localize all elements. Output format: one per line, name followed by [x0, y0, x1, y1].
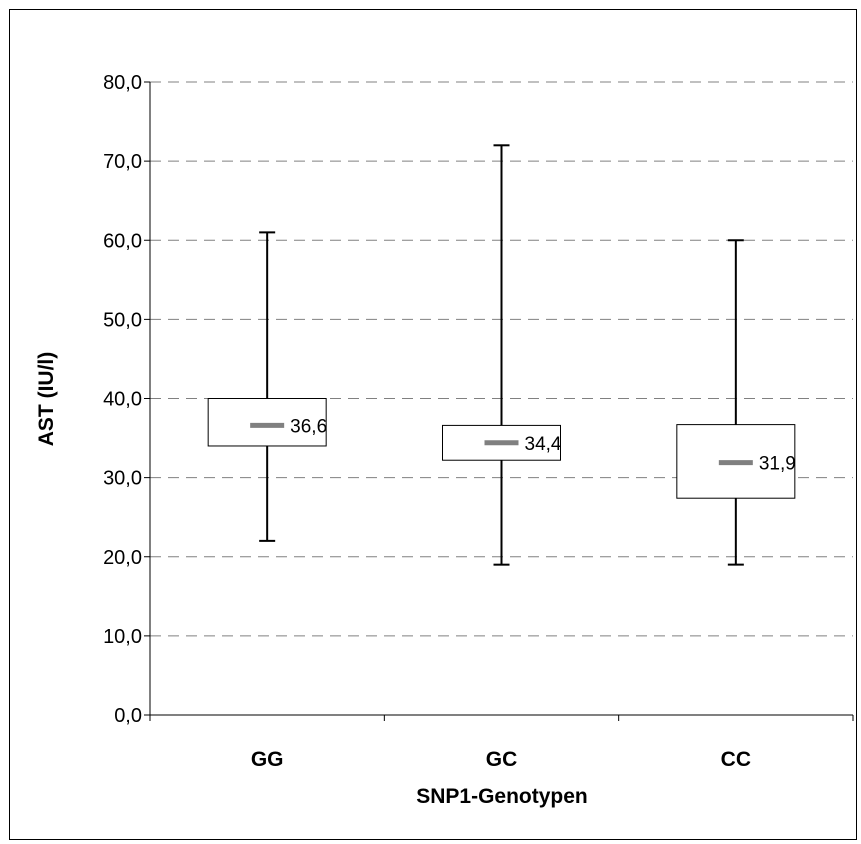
axes — [144, 81, 854, 721]
y-tick-label: 10,0 — [103, 626, 142, 648]
y-axis-title: AST (IU/l) — [35, 352, 58, 447]
iqr-box — [207, 398, 327, 447]
box-gg: 36,6 — [207, 231, 327, 542]
y-tick-label: 0,0 — [114, 705, 142, 727]
box-cc: 31,9 — [676, 239, 796, 566]
median-label: 31,9 — [759, 454, 796, 475]
box-gc: 34,4 — [442, 144, 562, 566]
chart-frame — [9, 9, 857, 840]
y-tick-label: 40,0 — [103, 389, 142, 411]
y-tick-label: 50,0 — [103, 309, 142, 331]
boxes: 36,6 34,4 31,9 — [207, 144, 796, 566]
x-category-label: CC — [721, 748, 751, 771]
x-category-label: GG — [251, 748, 284, 771]
y-tick-label: 70,0 — [103, 151, 142, 173]
y-tick-label: 60,0 — [103, 230, 142, 252]
y-tick-label: 80,0 — [103, 72, 142, 94]
median-label: 36,6 — [290, 416, 327, 437]
x-category-label: GC — [486, 748, 518, 771]
median-label: 34,4 — [525, 434, 562, 455]
y-tick-label: 30,0 — [103, 468, 142, 490]
labels: 0,0 10,0 20,0 30,0 40,0 50,0 60,0 70,0 80,0 GG GC C… — [103, 72, 751, 771]
x-axis-title: SNP1-Genotypen — [416, 785, 588, 808]
y-tick-label: 20,0 — [103, 547, 142, 569]
